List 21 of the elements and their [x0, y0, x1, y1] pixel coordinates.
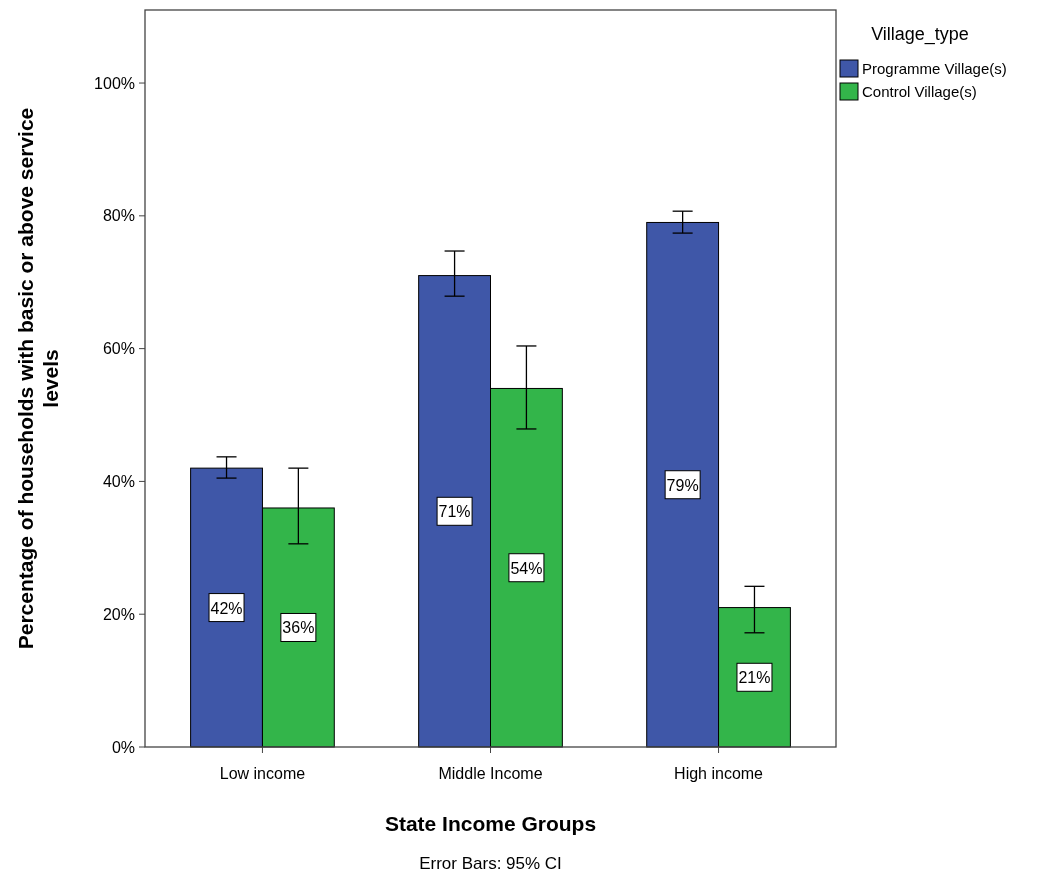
data-label: 71%: [438, 503, 471, 521]
y-axis-title: Percentage of households with basic or above service levels: [13, 107, 62, 650]
data-label: 36%: [282, 619, 315, 637]
x-tick-label: Low income: [219, 765, 306, 782]
text: Error Bars: 95% CI: [419, 854, 562, 873]
legend-title: Village_type: [871, 24, 969, 45]
x-tick-label: High income: [674, 765, 764, 782]
data-label: 54%: [510, 559, 543, 577]
data-label: 79%: [666, 476, 699, 494]
data-label: 21%: [738, 669, 771, 687]
y-tick-label: 40%: [102, 473, 135, 491]
y-tick-label: 80%: [102, 207, 135, 225]
y-tick-label: 20%: [102, 605, 135, 623]
legend-label: Control Village(s): [862, 83, 977, 100]
x-axis-title: State Income Groups: [384, 812, 597, 835]
data-label: 42%: [210, 599, 243, 617]
legend-label: Programme Village(s): [862, 60, 1007, 77]
x-tick-label: Middle Income: [438, 765, 543, 782]
y-tick-label: 100%: [94, 74, 135, 92]
y-tick-label: 60%: [102, 340, 135, 358]
y-tick-label: 0%: [111, 738, 135, 756]
